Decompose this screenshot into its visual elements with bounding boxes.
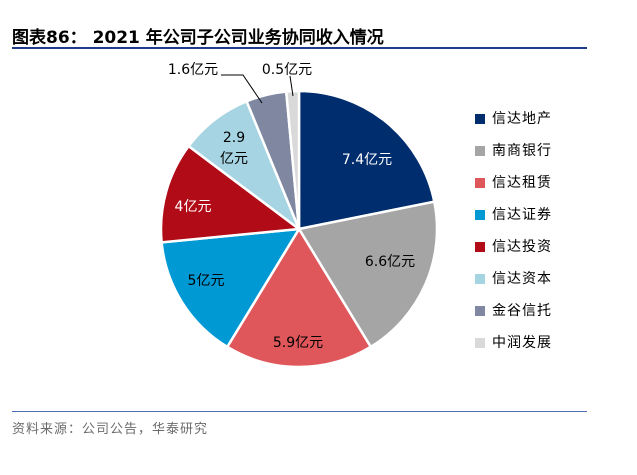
- legend-swatch-6: [475, 274, 485, 284]
- data-label-8: 0.5亿元: [262, 62, 312, 78]
- data-label-3: 5.9亿元: [273, 335, 323, 351]
- legend-swatch-5: [475, 242, 485, 252]
- pie-slice-1: [297, 89, 436, 231]
- data-label-2: 6.6亿元: [365, 254, 415, 270]
- pie-slice-3: [226, 227, 372, 369]
- data-label-4: 5亿元: [188, 273, 225, 289]
- legend-label-3: 信达租赁: [492, 175, 552, 191]
- data-label-5: 4亿元: [175, 199, 212, 215]
- leader-line-7: [221, 74, 263, 104]
- pie-slice-2: [297, 200, 439, 349]
- figure-title: 图表86： 2021 年公司子公司业务协同收入情况: [12, 28, 384, 48]
- legend-label-7: 金谷信托: [492, 303, 552, 319]
- title-rule: [12, 47, 587, 49]
- legend-label-4: 信达证券: [492, 207, 552, 223]
- data-label-6: 2.9 亿元: [220, 130, 248, 167]
- legend-swatch-1: [475, 114, 485, 124]
- legend-label-5: 信达投资: [492, 239, 552, 255]
- data-label-7: 1.6亿元: [168, 62, 218, 78]
- legend-swatch-4: [475, 210, 485, 220]
- pie-slice-4: [160, 227, 301, 349]
- leader-line-8: [289, 75, 294, 97]
- source-note: 资料来源：公司公告，华泰研究: [12, 422, 209, 437]
- legend-swatch-7: [475, 306, 485, 316]
- legend-label-6: 信达资本: [492, 271, 552, 287]
- data-label-1: 7.4亿元: [342, 152, 392, 168]
- legend-label-1: 信达地产: [492, 111, 552, 127]
- legend-label-2: 南商银行: [492, 143, 552, 159]
- legend-swatch-2: [475, 146, 485, 156]
- legend-swatch-8: [475, 338, 485, 348]
- pie-slice-5: [159, 144, 301, 244]
- legend-label-8: 中润发展: [492, 335, 552, 351]
- legend-swatch-3: [475, 178, 485, 188]
- footer-rule: [12, 411, 587, 412]
